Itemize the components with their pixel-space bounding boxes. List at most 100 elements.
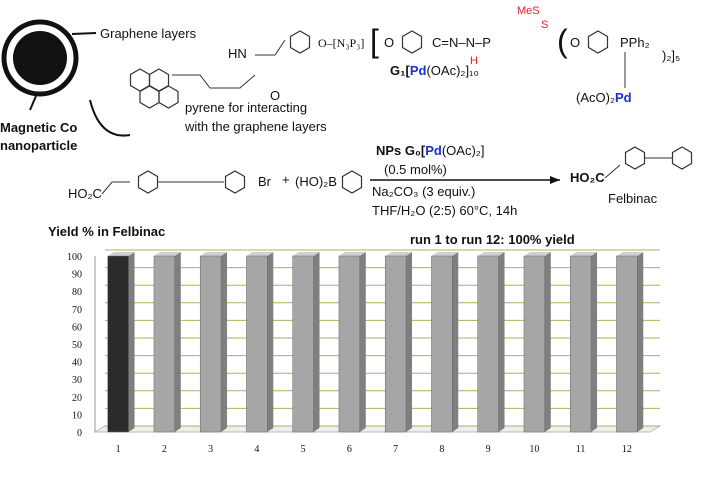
- bar-top: [107, 252, 135, 256]
- bar: [153, 255, 176, 433]
- bar: [431, 255, 453, 433]
- y-tick-label: 10: [72, 410, 82, 421]
- atom: MeS: [517, 5, 540, 17]
- bar: [616, 255, 638, 433]
- chart-title: Yield % in Felbinac: [48, 224, 165, 239]
- catalyst: NPs G₀[Pd(OAc)₂]: [376, 143, 484, 158]
- bracket: (: [557, 23, 568, 59]
- x-tick-label: 4: [254, 444, 259, 455]
- bar-side: [174, 252, 181, 432]
- bar-top: [153, 252, 181, 256]
- bar-side: [267, 252, 274, 432]
- bond: [604, 164, 621, 179]
- bar-side: [221, 252, 228, 432]
- bar: [523, 255, 546, 433]
- atom: (HO)₂B: [295, 174, 337, 189]
- co-core: [13, 31, 67, 85]
- bar-top: [338, 252, 366, 256]
- x-tick-label: 10: [529, 444, 539, 455]
- y-tick-label: 20: [72, 393, 82, 404]
- x-tick-label: 5: [301, 444, 306, 455]
- bond: [101, 181, 130, 195]
- bracket: [: [370, 23, 379, 59]
- bar-side: [359, 252, 366, 432]
- atom: Br: [258, 174, 272, 189]
- label: Graphene layers: [100, 26, 197, 41]
- condition: Na₂CO₃ (3 equiv.): [372, 184, 475, 199]
- x-tick-label: 1: [116, 444, 121, 455]
- x-tick-label: 11: [576, 444, 586, 455]
- sign: +: [282, 172, 290, 187]
- formula: O–[N₃P₃]: [318, 36, 364, 50]
- formula: G₁[Pd(OAc)₂]₁₀: [390, 63, 479, 78]
- bar-top: [200, 252, 228, 256]
- bar-side: [406, 252, 413, 432]
- bar: [107, 255, 129, 433]
- bar: [477, 255, 499, 433]
- bar: [199, 255, 222, 433]
- bar: [246, 255, 268, 433]
- atom: HN: [228, 46, 247, 61]
- bond: [255, 39, 286, 56]
- arrow: [71, 32, 97, 35]
- label: pyrene for interacting: [185, 100, 307, 115]
- x-tick-label: 7: [393, 444, 398, 455]
- atom: HO₂C: [68, 186, 102, 201]
- bar-side: [637, 252, 644, 432]
- bar-top: [292, 252, 320, 256]
- bar-side: [313, 252, 320, 432]
- y-tick-label: 0: [77, 428, 82, 439]
- label: nanoparticle: [0, 138, 77, 153]
- annotation: run 1 to run 12: 100% yield: [410, 232, 575, 247]
- y-tick-label: 40: [72, 358, 82, 369]
- formula: (AcO)₂Pd: [576, 90, 632, 105]
- condition: (0.5 mol%): [384, 162, 447, 177]
- bar-top: [477, 252, 505, 256]
- arrow-head: [550, 176, 560, 184]
- bar-side: [128, 252, 135, 432]
- bar-top: [523, 252, 551, 256]
- y-tick-label: 80: [72, 287, 82, 298]
- y-tick-label: 100: [67, 252, 82, 263]
- bar: [292, 255, 314, 433]
- y-tick-label: 30: [72, 375, 82, 386]
- bar-top: [616, 252, 644, 256]
- label: Felbinac: [608, 191, 658, 206]
- bar-side: [452, 252, 459, 432]
- y-tick-label: 70: [72, 305, 82, 316]
- x-tick-label: 8: [439, 444, 444, 455]
- atom: PPh₂: [620, 35, 650, 50]
- bar-side: [498, 252, 505, 432]
- y-tick-label: 60: [72, 322, 82, 333]
- atom: C=N–N–P: [432, 35, 491, 50]
- scheme: Graphene layers Magnetic Co nanoparticle…: [0, 5, 693, 218]
- y-tick-label: 90: [72, 270, 82, 281]
- arrow: [29, 95, 37, 111]
- arrow: [89, 99, 131, 137]
- x-tick-label: 2: [162, 444, 167, 455]
- atom: O: [384, 35, 394, 50]
- bar-top: [431, 252, 459, 256]
- bar-top: [385, 252, 413, 256]
- x-tick-label: 9: [486, 444, 491, 455]
- bar-side: [591, 252, 598, 432]
- bar: [384, 255, 407, 433]
- atom: S: [541, 19, 548, 31]
- bar: [569, 255, 592, 433]
- bar-top: [570, 252, 598, 256]
- y-tick-label: 50: [72, 340, 82, 351]
- x-tick-label: 6: [347, 444, 352, 455]
- atom: H: [470, 55, 478, 67]
- label: Magnetic Co: [0, 120, 77, 135]
- atom: HO₂C: [570, 170, 605, 185]
- bond: [172, 74, 256, 89]
- atom: O: [270, 88, 280, 103]
- x-tick-label: 12: [622, 444, 632, 455]
- label: with the graphene layers: [184, 119, 327, 134]
- bar-side: [544, 252, 551, 432]
- atom: O: [570, 35, 580, 50]
- bar: [338, 255, 361, 433]
- x-tick-label: 3: [208, 444, 213, 455]
- condition: THF/H₂O (2:5) 60°C, 14h: [372, 203, 517, 218]
